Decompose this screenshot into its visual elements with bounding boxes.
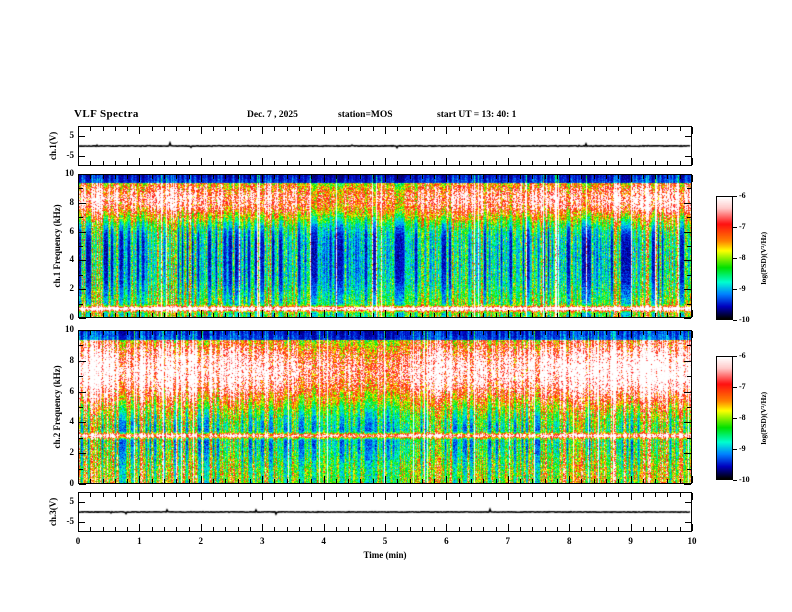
figure-station: station=MOS [338,110,393,120]
colorbar-tick-label: -6 [739,351,746,360]
x-major-tick [692,493,693,500]
figure-date: Dec. 7 , 2025 [247,110,298,120]
colorbar-tick [733,196,737,197]
x-major-tick [692,158,693,165]
x-tick-label: 4 [321,536,326,546]
x-major-tick [692,476,693,483]
colorbar-tick-label: -6 [739,191,746,200]
colorbar-ch1-label: log(PSD)(V²/Hz) [759,231,768,285]
y-major-tick [684,318,691,319]
colorbar-tick-label: -8 [739,413,746,422]
frequency-tick-label: 8 [69,354,75,365]
ch3-waveform-panel [78,492,692,532]
ch2-spectrogram-panel [78,330,692,484]
colorbar-tick [733,356,737,357]
colorbar-tick-label: -10 [739,315,750,324]
y-major-tick [684,484,691,485]
colorbar-tick [733,289,737,290]
x-tick-label: 1 [137,536,142,546]
x-tick-label: 2 [198,536,204,546]
ch2-frequency-axis-label: ch.2 Frequency (kHz) [52,365,62,449]
figure-title: VLF Spectra [74,108,139,120]
colorbar-tick [733,227,737,228]
colorbar-tick-label: -7 [739,222,746,231]
colorbar-tick-label: -9 [739,444,746,453]
colorbar-ch2-label: log(PSD)(V²/Hz) [759,391,768,445]
ch3-waveform-canvas [79,493,691,531]
colorbar-tick-label: -7 [739,382,746,391]
x-tick-label: 9 [628,536,633,546]
ch3-waveform-axis-label: ch.3(V) [48,497,58,526]
colorbar-tick-label: -10 [739,475,750,484]
frequency-tick-label: 0 [69,312,75,322]
frequency-tick-label: 2 [69,447,75,458]
colorbar-tick [733,387,737,388]
colorbar-tick-label: -8 [739,253,746,262]
frequency-tick-label: 10 [65,324,74,334]
x-tick-label: 6 [444,536,449,546]
colorbar-ch2-canvas [717,357,732,479]
x-major-tick [692,175,693,182]
ch1-waveform-canvas [79,127,691,165]
x-major-tick [692,310,693,317]
x-tick-label: 10 [687,536,697,546]
ch1-frequency-axis-label: ch.1 Frequency (kHz) [52,204,62,288]
ch2-spectrogram-canvas [79,331,691,483]
x-tick-label: 5 [382,536,388,546]
x-tick-label: 7 [505,536,511,546]
colorbar-tick-label: -9 [739,284,746,293]
colorbar-tick [733,418,737,419]
x-major-tick [692,524,693,531]
frequency-tick-label: 0 [69,478,75,488]
colorbar-ch1-canvas [717,197,732,319]
colorbar-tick [733,258,737,259]
x-axis-label: Time (min) [363,550,407,560]
ch1-waveform-axis-label: ch.1(V) [48,131,58,160]
colorbar-tick [733,480,737,481]
ch1-spectrogram-panel [78,174,692,318]
ch1-waveform-panel [78,126,692,166]
x-tick-label: 3 [259,536,265,546]
figure-start-time: start UT = 13: 40: 1 [437,110,517,120]
colorbar-tick [733,320,737,321]
frequency-tick-label: 10 [65,168,74,178]
x-tick-label: 0 [75,536,81,546]
x-tick-label: 8 [566,536,572,546]
ch1-spectrogram-canvas [79,175,691,317]
colorbar-ch2 [716,356,733,480]
y-major-tick [79,318,86,319]
x-major-tick [692,331,693,338]
colorbar-ch1 [716,196,733,320]
x-major-tick [692,127,693,134]
y-major-tick [79,484,86,485]
colorbar-tick [733,449,737,450]
